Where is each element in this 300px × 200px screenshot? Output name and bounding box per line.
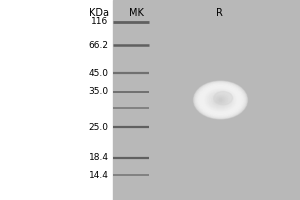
Text: R: R <box>216 8 222 18</box>
Ellipse shape <box>194 81 247 119</box>
Ellipse shape <box>218 99 223 101</box>
Ellipse shape <box>212 94 229 106</box>
Ellipse shape <box>197 83 244 117</box>
Ellipse shape <box>206 90 235 110</box>
Ellipse shape <box>200 85 242 115</box>
Text: 25.0: 25.0 <box>88 122 109 132</box>
Ellipse shape <box>219 99 222 101</box>
Ellipse shape <box>213 95 228 105</box>
Ellipse shape <box>199 85 242 115</box>
Ellipse shape <box>214 96 226 104</box>
Ellipse shape <box>200 86 241 114</box>
Ellipse shape <box>217 98 224 102</box>
Ellipse shape <box>201 86 240 114</box>
Text: 14.4: 14.4 <box>88 170 109 180</box>
Ellipse shape <box>216 97 225 103</box>
Ellipse shape <box>198 84 243 116</box>
Text: 116: 116 <box>91 18 109 26</box>
Ellipse shape <box>210 92 231 108</box>
Text: 35.0: 35.0 <box>88 88 109 97</box>
Ellipse shape <box>218 98 223 102</box>
Ellipse shape <box>214 95 227 105</box>
Ellipse shape <box>203 88 238 112</box>
Text: 45.0: 45.0 <box>88 68 109 77</box>
Ellipse shape <box>196 82 245 118</box>
Text: KDa: KDa <box>88 8 109 18</box>
Ellipse shape <box>204 89 237 111</box>
Ellipse shape <box>196 83 245 117</box>
Ellipse shape <box>217 97 224 103</box>
Ellipse shape <box>214 91 233 105</box>
Ellipse shape <box>202 87 239 113</box>
Ellipse shape <box>208 91 233 109</box>
Ellipse shape <box>198 84 244 116</box>
Ellipse shape <box>207 90 234 110</box>
Text: 18.4: 18.4 <box>88 154 109 162</box>
Ellipse shape <box>194 81 247 119</box>
Ellipse shape <box>204 88 237 112</box>
Bar <box>112 0 300 200</box>
Ellipse shape <box>202 87 239 113</box>
Ellipse shape <box>210 93 231 107</box>
Text: MK: MK <box>129 8 144 18</box>
Ellipse shape <box>212 94 229 106</box>
Ellipse shape <box>211 93 230 107</box>
Ellipse shape <box>206 90 236 110</box>
Ellipse shape <box>195 82 246 118</box>
Ellipse shape <box>209 92 232 108</box>
Text: 66.2: 66.2 <box>88 40 109 49</box>
Ellipse shape <box>205 89 236 111</box>
Ellipse shape <box>208 91 233 109</box>
Ellipse shape <box>215 96 226 104</box>
